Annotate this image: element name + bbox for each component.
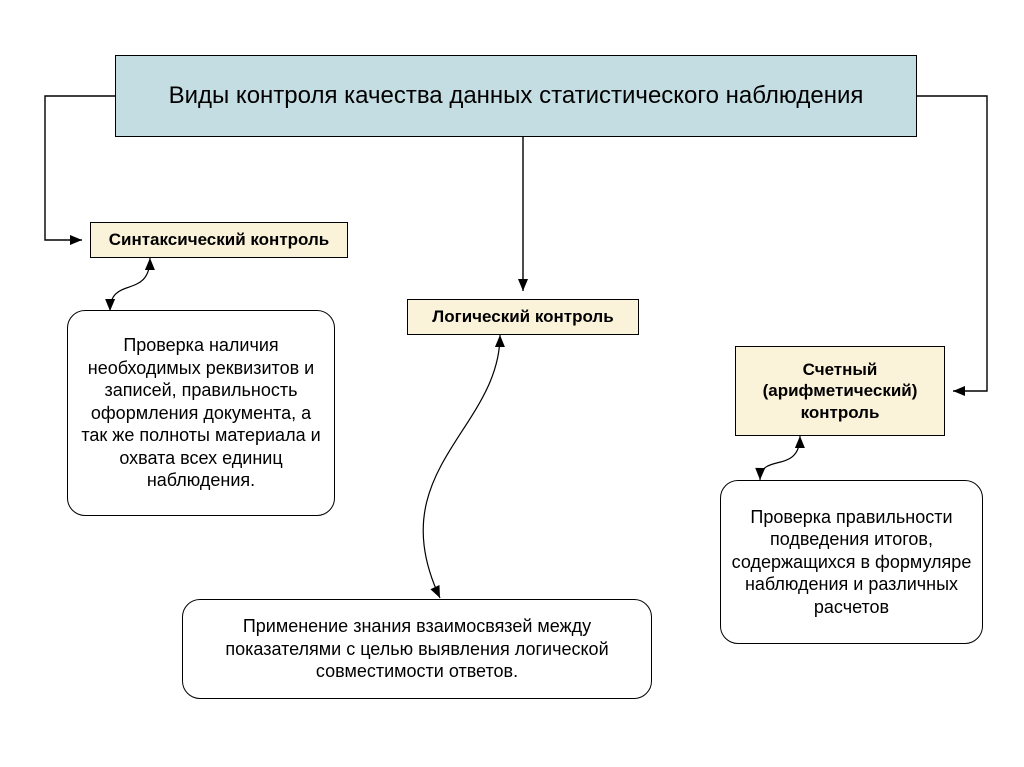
diagram-canvas: { "diagram": { "type": "flowchart", "bac… bbox=[0, 0, 1024, 767]
node-syntax-hdr-text: Синтаксический контроль bbox=[109, 229, 330, 250]
node-syntax-desc-text: Проверка наличия необходимых реквизитов … bbox=[78, 334, 324, 492]
node-logic-desc: Применение знания взаимосвязей между пок… bbox=[182, 599, 652, 699]
node-logic-hdr-text: Логический контроль bbox=[432, 306, 613, 327]
node-title: Виды контроля качества данных статистиче… bbox=[115, 55, 917, 137]
node-count-hdr: Счетный (арифметический) контроль bbox=[735, 346, 945, 436]
node-title-text: Виды контроля качества данных статистиче… bbox=[169, 81, 864, 111]
node-logic-desc-text: Применение знания взаимосвязей между пок… bbox=[193, 615, 641, 683]
node-syntax-hdr: Синтаксический контроль bbox=[90, 222, 348, 258]
node-count-desc-text: Проверка правильности подведения итогов,… bbox=[731, 506, 972, 619]
node-logic-hdr: Логический контроль bbox=[407, 299, 639, 335]
node-syntax-desc: Проверка наличия необходимых реквизитов … bbox=[67, 310, 335, 516]
node-count-hdr-text: Счетный (арифметический) контроль bbox=[746, 359, 934, 423]
node-count-desc: Проверка правильности подведения итогов,… bbox=[720, 480, 983, 644]
